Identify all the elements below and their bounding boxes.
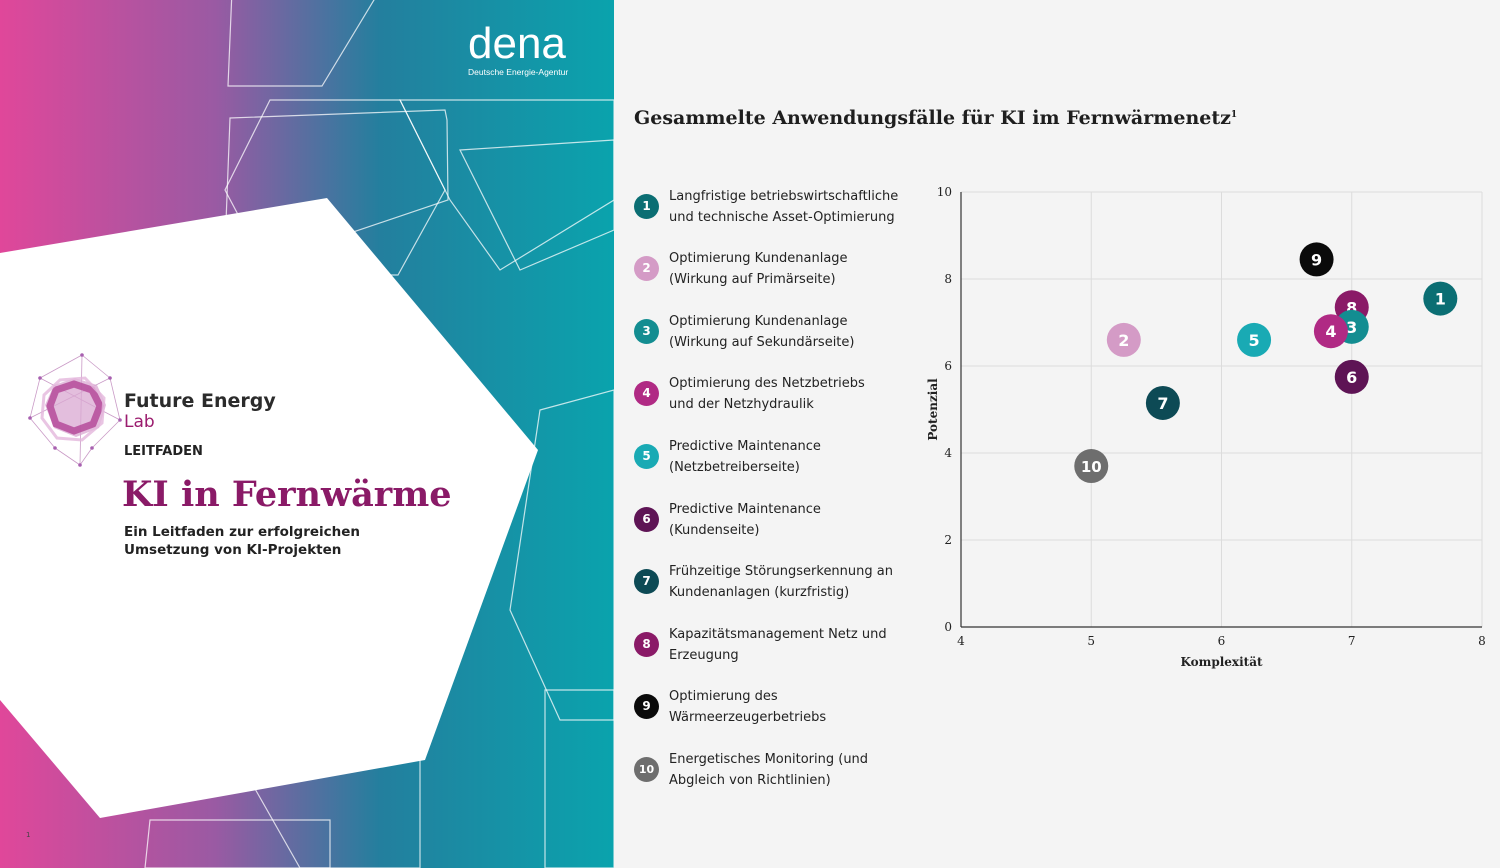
data-point-label-2: 2: [1118, 331, 1129, 350]
legend-number-badge: 2: [634, 256, 659, 281]
data-point-label-9: 9: [1311, 250, 1322, 269]
legend-label: Frühzeitige Störungserkennung an Kundenan…: [669, 561, 909, 603]
legend-number-badge: 3: [634, 319, 659, 344]
dena-subline: Deutsche Energie-Agentur: [468, 67, 569, 77]
y-tick-label: 10: [937, 185, 952, 199]
data-point-label-7: 7: [1157, 394, 1168, 413]
legend-label-line2: und technische Asset-Optimierung: [669, 210, 895, 225]
legend-label: Optimierung des Netzbetriebs und der Netz…: [669, 373, 909, 415]
legend-number-badge: 9: [634, 694, 659, 719]
data-point-label-3: 3: [1346, 318, 1357, 337]
legend-number-badge: 8: [634, 632, 659, 657]
legend-label: Optimierung Kundenanlage (Wirkung auf Pri…: [669, 248, 909, 290]
white-hexagon: [0, 198, 538, 818]
y-tick-label: 0: [944, 620, 952, 634]
legend-label-line1: Optimierung des: [669, 689, 778, 704]
cover-background: [0, 0, 614, 868]
cover-kicker: LEITFADEN: [124, 444, 203, 459]
legend-label: Optimierung des Wärmeerzeugerbetriebs: [669, 686, 909, 728]
legend-label-line1: Optimierung Kundenanlage: [669, 314, 848, 329]
legend-label: Langfristige betriebswirtschaftliche und …: [669, 186, 909, 228]
page-number: 1: [26, 831, 31, 839]
cover-subtitle: Ein Leitfaden zur erfolgreichen Umsetzun…: [124, 524, 361, 558]
future-energy-lab-wordmark: Future Energy Lab: [124, 390, 276, 432]
data-point-9: [1299, 242, 1334, 277]
legend-number-badge: 7: [634, 569, 659, 594]
data-point-10: [1074, 449, 1109, 484]
legend-label-line1: Frühzeitige Störungserkennung an: [669, 564, 893, 579]
y-tick-label: 8: [944, 272, 952, 286]
legend-label-line1: Predictive Maintenance: [669, 439, 821, 454]
legend-number-badge: 1: [634, 194, 659, 219]
cover-title: KI in Fernwärme: [122, 474, 452, 515]
data-point-6: [1334, 359, 1369, 394]
legend-label-line2: Abgleich von Richtlinien): [669, 773, 831, 788]
dena-wordmark: dena: [468, 19, 566, 68]
data-point-1: [1423, 281, 1458, 316]
lab-title: Future Energy: [124, 390, 276, 412]
x-axis-label: Komplexität: [1180, 655, 1262, 669]
data-point-label-4: 4: [1325, 322, 1336, 341]
legend-number-badge: 10: [634, 757, 659, 782]
legend-label-line1: Energetisches Monitoring (und: [669, 752, 869, 767]
dena-logo: dena Deutsche Energie-Agentur: [468, 19, 590, 78]
y-tick-label: 2: [944, 533, 952, 547]
lab-subtitle: Lab: [124, 412, 155, 432]
data-point-label-1: 1: [1435, 290, 1446, 309]
legend-label: Predictive Maintenance (Kundenseite): [669, 499, 909, 541]
chart-title: Gesammelte Anwendungsfälle für KI im Fer…: [634, 107, 1237, 129]
legend-label-line2: Erzeugung: [669, 648, 739, 663]
x-tick-label: 4: [957, 634, 965, 648]
legend-label-line1: Predictive Maintenance: [669, 502, 821, 517]
legend-label-line1: Optimierung Kundenanlage: [669, 251, 848, 266]
data-point-4: [1313, 314, 1348, 349]
legend-label-line2: und der Netzhydraulik: [669, 397, 814, 412]
x-tick-label: 8: [1478, 634, 1486, 648]
future-energy-lab-logo-icon: [28, 353, 122, 467]
x-tick-label: 5: [1087, 634, 1095, 648]
data-point-label-6: 6: [1346, 368, 1357, 387]
legend-label-line2: (Netzbetreiberseite): [669, 460, 800, 475]
legend-label-line1: Optimierung des Netzbetriebs: [669, 376, 865, 391]
y-tick-label: 4: [944, 446, 952, 460]
legend-number-badge: 5: [634, 444, 659, 469]
data-point-label-10: 10: [1081, 458, 1102, 476]
legend-label-line1: Langfristige betriebswirtschaftliche: [669, 189, 899, 204]
data-point-label-8: 8: [1346, 298, 1357, 317]
chart-title-text: Gesammelte Anwendungsfälle für KI im Fer…: [634, 107, 1231, 129]
legend-number-badge: 6: [634, 507, 659, 532]
legend-label: Energetisches Monitoring (und Abgleich vo…: [669, 749, 909, 791]
y-axis-label: Potenzial: [926, 378, 940, 441]
cover-panel: dena Deutsche Energie-Agentur Future Ene…: [0, 0, 614, 868]
legend-label-line2: Wärmeerzeugerbetriebs: [669, 710, 827, 725]
legend-label-line2: Kundenanlagen (kurzfristig): [669, 585, 850, 600]
legend-label-line2: (Kundenseite): [669, 523, 760, 538]
legend-label: Kapazitätsmanagement Netz und Erzeugung: [669, 624, 909, 666]
data-point-5: [1237, 322, 1272, 357]
legend-label-line2: (Wirkung auf Sekundärseite): [669, 335, 855, 350]
legend-label-line2: (Wirkung auf Primärseite): [669, 272, 836, 287]
y-tick-label: 6: [944, 359, 952, 373]
x-tick-label: 7: [1348, 634, 1356, 648]
legend-label-line1: Kapazitätsmanagement Netz und: [669, 627, 887, 642]
legend-number-badge: 4: [634, 381, 659, 406]
data-point-7: [1145, 385, 1180, 420]
data-point-2: [1106, 322, 1141, 357]
chart-title-footnote: 1: [1230, 110, 1238, 120]
legend-label: Optimierung Kundenanlage (Wirkung auf Sek…: [669, 311, 909, 353]
x-tick-label: 6: [1218, 634, 1226, 648]
data-point-label-5: 5: [1248, 331, 1259, 350]
legend-label: Predictive Maintenance (Netzbetreiberseit…: [669, 436, 909, 478]
